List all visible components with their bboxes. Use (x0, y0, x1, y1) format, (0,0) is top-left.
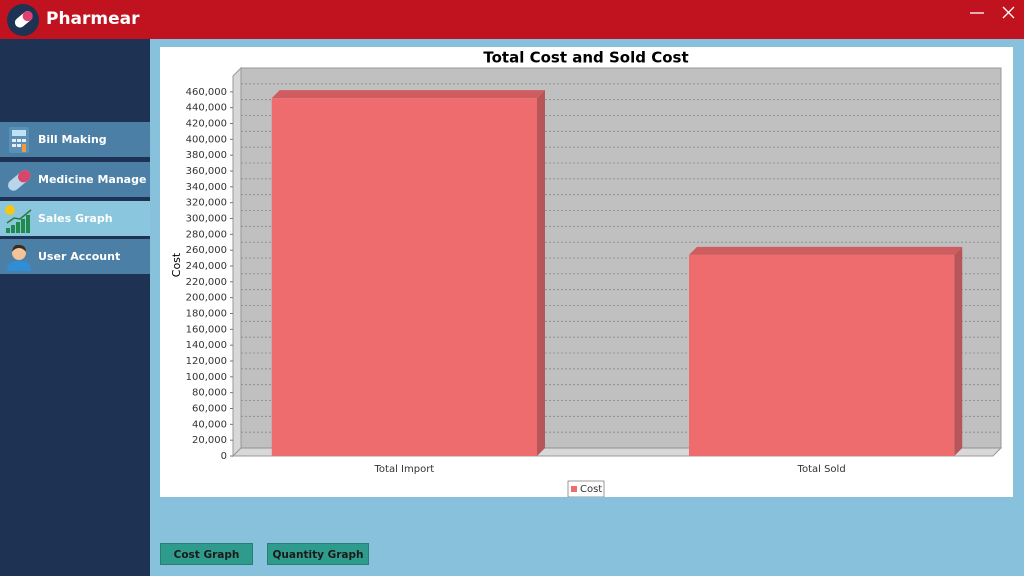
menu-item[interactable]: Sales Graph (0, 201, 150, 236)
y-tick-label: 380,000 (186, 150, 227, 161)
bar-top (689, 246, 963, 255)
legend-swatch (571, 486, 577, 492)
y-tick-label: 420,000 (186, 119, 227, 130)
y-tick-label: 140,000 (186, 340, 227, 351)
app-logo (7, 4, 39, 36)
menu-label: Sales Graph (38, 212, 113, 225)
title-bar: Pharmear (0, 0, 1024, 39)
bar-side (537, 90, 545, 456)
close-button[interactable] (1002, 6, 1015, 19)
menu-label: User Account (38, 250, 121, 263)
y-tick-label: 240,000 (186, 261, 227, 272)
x-tick-label: Total Sold (797, 464, 846, 475)
y-tick-label: 440,000 (186, 103, 227, 114)
icon (8, 170, 31, 191)
bar-top (271, 90, 545, 99)
y-tick-label: 0 (221, 451, 227, 462)
y-tick-label: 200,000 (186, 293, 227, 304)
menu-item[interactable]: Bill Making (0, 122, 150, 157)
y-axis-label: Cost (170, 252, 183, 277)
y-tick-label: 460,000 (186, 87, 227, 98)
bar-side (954, 246, 963, 456)
y-tick-label: 160,000 (186, 324, 227, 335)
menu-item[interactable]: Medicine Manage (0, 162, 150, 197)
y-tick-label: 20,000 (192, 435, 227, 446)
app-title: Pharmear (46, 9, 140, 29)
sidebar: Bill Making Medicine Manage Sales Graph … (0, 39, 150, 576)
cost-graph-button[interactable]: Cost Graph (160, 543, 253, 565)
menu-item[interactable]: User Account (0, 239, 150, 274)
y-tick-label: 80,000 (192, 388, 227, 399)
chart: Total Cost and Sold Cost Cost 0 20,000 40,… (170, 49, 1003, 498)
menu-label: Medicine Manage (38, 173, 147, 186)
menu-label: Bill Making (38, 133, 107, 146)
icon (9, 127, 29, 153)
bar (689, 254, 955, 456)
y-tick-label: 400,000 (186, 134, 227, 145)
y-tick-label: 340,000 (186, 182, 227, 193)
icon (7, 244, 31, 271)
plot-left-wall (232, 66, 242, 458)
y-tick-label: 220,000 (186, 277, 227, 288)
chart-panel: Total Cost and Sold Cost Cost 0 20,000 40,… (160, 47, 1013, 498)
legend-label: Cost (580, 484, 602, 495)
y-tick-label: 260,000 (186, 245, 227, 256)
y-tick-label: 60,000 (192, 404, 227, 415)
window-controls (970, 6, 1015, 19)
x-tick-label: Total Import (374, 464, 435, 475)
y-tick-label: 180,000 (186, 309, 227, 320)
quantity-graph-button[interactable]: Quantity Graph (267, 543, 369, 565)
y-tick-label: 320,000 (186, 198, 227, 209)
y-tick-label: 120,000 (186, 356, 227, 367)
y-tick-label: 100,000 (186, 372, 227, 383)
chart-title: Total Cost and Sold Cost (483, 49, 688, 67)
y-tick-label: 360,000 (186, 166, 227, 177)
y-tick-label: 40,000 (192, 419, 227, 430)
icon (5, 205, 32, 233)
bar (271, 98, 537, 456)
y-tick-label: 280,000 (186, 229, 227, 240)
y-tick-label: 300,000 (186, 214, 227, 225)
